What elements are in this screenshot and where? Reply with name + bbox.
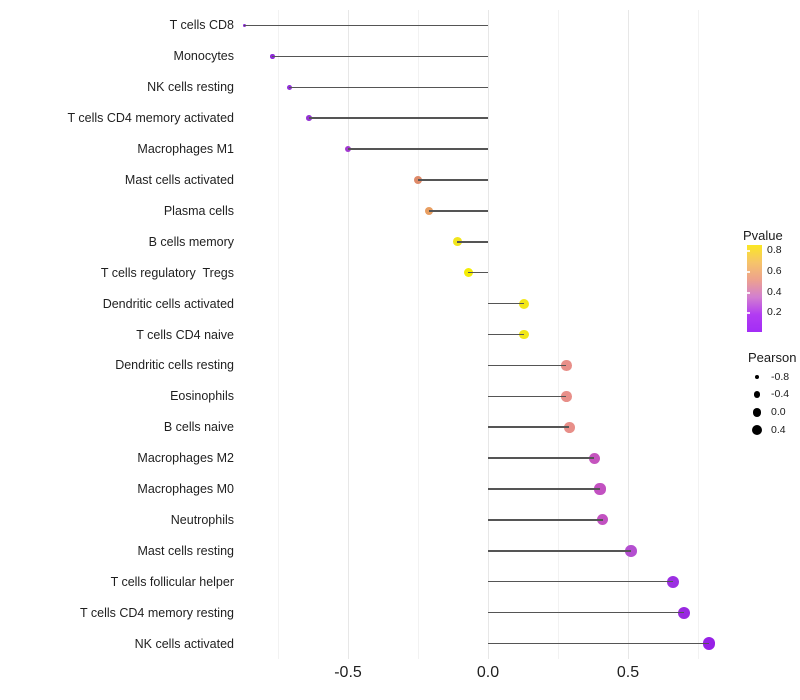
data-point [563, 421, 575, 433]
lollipop-stem [429, 210, 488, 212]
lollipop-stem [308, 117, 488, 119]
y-axis-label: Macrophages M2 [137, 451, 234, 466]
lollipop-stem [488, 580, 673, 583]
pvalue-legend-title: Pvalue [743, 228, 783, 243]
pvalue-tick-label: 0.6 [767, 264, 782, 277]
y-axis-label: NK cells resting [147, 80, 234, 95]
lollipop-stem [244, 24, 488, 27]
grid-major-line [627, 10, 629, 659]
data-point [702, 637, 716, 650]
y-axis-label: Plasma cells [163, 203, 234, 218]
lollipop-stem [488, 333, 525, 336]
y-axis-label: T cells regulatory Tregs [100, 265, 234, 280]
y-axis-label: T cells CD8 [169, 18, 234, 33]
pearson-legend-label: -0.4 [771, 388, 790, 401]
pearson-legend-label: 0.4 [771, 423, 786, 436]
grid-minor-line [417, 10, 419, 659]
y-axis-label: Eosinophils [170, 389, 234, 404]
pearson-legend-label: 0.0 [771, 405, 786, 418]
pvalue-bar-tick [747, 312, 750, 314]
y-axis-label: NK cells activated [134, 636, 234, 651]
pvalue-gradient-bar [747, 245, 762, 332]
pvalue-bar-tick [747, 292, 750, 294]
pearson-legend-label: -0.8 [771, 370, 790, 383]
data-point [588, 452, 600, 464]
data-point [344, 145, 352, 153]
pvalue-tick-label: 0.4 [767, 285, 782, 298]
data-point [519, 298, 530, 309]
pearson-legend: Pearson -0.8 -0.4 0.0 0.4 [740, 350, 800, 445]
pvalue-tick-label: 0.8 [767, 243, 782, 256]
lollipop-stem [488, 550, 631, 552]
lollipop-stem [457, 241, 488, 243]
y-axis-label: B cells naive [163, 420, 234, 435]
grid-minor-line [277, 10, 279, 659]
y-axis-label: Mast cells activated [124, 172, 234, 187]
data-point [305, 115, 312, 121]
lollipop-stem [488, 364, 567, 367]
y-axis-label: Monocytes [173, 49, 234, 64]
y-axis-label: Dendritic cells activated [102, 296, 234, 311]
lollipop-stem [488, 488, 600, 490]
lollipop-stem [488, 457, 595, 459]
y-axis-label: Macrophages M1 [137, 142, 234, 157]
y-axis-label: Mast cells resting [137, 543, 234, 558]
lollipop-stem [488, 611, 684, 614]
pearson-legend-dot [752, 408, 762, 417]
lollipop-stem [272, 55, 488, 58]
y-axis-label: T cells CD4 memory resting [80, 605, 234, 620]
pearson-legend-dot [754, 374, 760, 380]
pvalue-bar-tick [747, 271, 750, 273]
pvalue-bar-tick [747, 250, 750, 252]
grid-major-line [347, 10, 349, 659]
y-axis-label: Neutrophils [170, 512, 234, 527]
pvalue-tick-label: 0.2 [767, 306, 782, 318]
x-axis-tick-label: -0.5 [334, 664, 362, 681]
grid-minor-line [697, 10, 699, 659]
lollipop-stem [488, 642, 710, 645]
lollipop-stem [488, 302, 525, 305]
data-point [413, 175, 423, 185]
data-point [561, 360, 572, 371]
y-axis-label: Macrophages M0 [137, 482, 234, 497]
data-point [561, 390, 572, 402]
lollipop-stem [488, 426, 570, 428]
lollipop-stem [488, 395, 567, 398]
y-axis-label: T cells CD4 naive [136, 327, 234, 342]
y-axis-label: T cells CD4 memory activated [67, 111, 235, 126]
y-axis-label: B cells memory [148, 234, 234, 249]
lollipop-stem [418, 179, 488, 181]
pearson-legend-title: Pearson [748, 350, 797, 365]
x-axis-tick-label: 0.5 [616, 664, 640, 681]
data-point [286, 84, 292, 90]
lollipop-stem [488, 519, 603, 521]
y-axis-label: Dendritic cells resting [115, 358, 234, 373]
data-point [519, 329, 530, 340]
grid-minor-line [557, 10, 559, 659]
lollipop-stem [289, 86, 488, 88]
y-axis-label: T cells follicular helper [110, 574, 234, 589]
lollipop-stem [348, 148, 488, 150]
data-point [463, 268, 473, 278]
pearson-legend-dot [753, 391, 761, 399]
pearson-legend-dot [751, 425, 763, 436]
lollipop-stem [468, 271, 488, 274]
x-axis-tick-label: 0.0 [476, 664, 500, 681]
pvalue-legend: Pvalue 0.8 0.6 0.4 0.2 [740, 228, 800, 340]
